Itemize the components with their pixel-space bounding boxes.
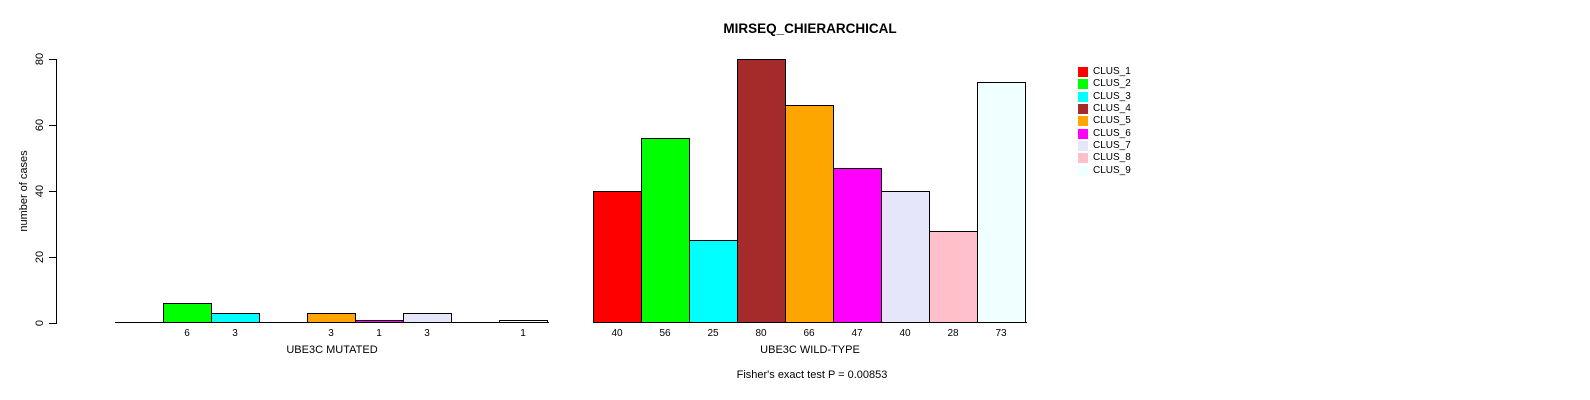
y-tick-mark	[49, 125, 57, 126]
legend-entry: CLUS_3	[1078, 91, 1131, 103]
legend-color-swatch	[1078, 116, 1088, 127]
legend-label: CLUS_1	[1093, 66, 1131, 78]
bar-clus_4	[737, 59, 786, 323]
bar-value-label: 47	[851, 328, 863, 339]
legend-label: CLUS_7	[1093, 139, 1131, 151]
bar-clus_2	[641, 138, 690, 323]
y-tick-mark	[49, 323, 57, 324]
legend-color-swatch	[1078, 67, 1088, 78]
bar-clus_1	[593, 191, 642, 323]
bar-value-label: 1	[520, 328, 526, 339]
legend-color-swatch	[1078, 140, 1088, 151]
bar-value-label: 56	[659, 328, 671, 339]
legend-entry: CLUS_8	[1078, 152, 1131, 164]
legend-entry: CLUS_4	[1078, 103, 1131, 115]
legend-label: CLUS_9	[1093, 164, 1131, 176]
bar-clus_8	[929, 231, 978, 323]
y-tick-label: 20	[34, 250, 46, 264]
legend-entry: CLUS_9	[1078, 164, 1131, 176]
bar-value-label: 40	[611, 328, 623, 339]
bar-value-label: 73	[995, 328, 1007, 339]
bar-value-label: 66	[803, 328, 815, 339]
bar-clus_6	[833, 168, 882, 323]
bar-clus_5	[307, 313, 356, 323]
legend-label: CLUS_8	[1093, 152, 1131, 164]
bar-value-label: 3	[232, 328, 238, 339]
y-tick-mark	[49, 59, 57, 60]
legend-color-swatch	[1078, 79, 1088, 90]
y-tick-mark	[49, 257, 57, 258]
legend-color-swatch	[1078, 91, 1088, 102]
y-tick-label: 60	[34, 118, 46, 132]
y-tick-mark	[49, 191, 57, 192]
legend-color-swatch	[1078, 104, 1088, 115]
bar-value-label: 28	[947, 328, 959, 339]
x-axis-label-wildtype: UBE3C WILD-TYPE	[760, 344, 860, 356]
chart-title: MIRSEQ_CHIERARCHICAL	[723, 21, 897, 36]
x-axis-label-mutated: UBE3C MUTATED	[286, 344, 378, 356]
legend-entry: CLUS_5	[1078, 115, 1131, 127]
legend-entry: CLUS_1	[1078, 66, 1131, 78]
bar-clus_5	[785, 105, 834, 323]
legend-label: CLUS_6	[1093, 127, 1131, 139]
legend-color-swatch	[1078, 165, 1088, 176]
legend-label: CLUS_4	[1093, 103, 1131, 115]
legend-color-swatch	[1078, 153, 1088, 164]
bar-value-label: 80	[755, 328, 767, 339]
legend-entry: CLUS_7	[1078, 140, 1131, 152]
y-tick-label: 0	[34, 319, 46, 327]
bar-clus_9	[499, 320, 548, 323]
legend-label: CLUS_5	[1093, 115, 1131, 127]
legend-label: CLUS_3	[1093, 90, 1131, 102]
bar-value-label: 25	[707, 328, 719, 339]
y-tick-label: 80	[34, 52, 46, 66]
bar-value-label: 3	[424, 328, 430, 339]
bar-value-label: 3	[328, 328, 334, 339]
legend-label: CLUS_2	[1093, 78, 1131, 90]
bar-clus_7	[403, 313, 452, 323]
y-axis-title: number of cases	[18, 150, 30, 232]
fisher-test-footnote: Fisher's exact test P = 0.00853	[736, 369, 888, 381]
bar-clus_9	[977, 82, 1026, 323]
y-tick-label: 40	[34, 184, 46, 198]
bar-clus_2	[163, 303, 212, 323]
bar-value-label: 1	[376, 328, 382, 339]
bar-clus_6	[355, 320, 404, 323]
bar-value-label: 6	[184, 328, 190, 339]
legend-color-swatch	[1078, 128, 1088, 139]
bar-group-wildtype	[593, 59, 1027, 323]
bar-group-mutated	[115, 59, 549, 323]
legend-entry: CLUS_2	[1078, 78, 1131, 90]
bar-value-label: 40	[899, 328, 911, 339]
bar-clus_3	[689, 240, 738, 323]
bar-clus_3	[211, 313, 260, 323]
legend-entry: CLUS_6	[1078, 128, 1131, 140]
bar-clus_7	[881, 191, 930, 323]
